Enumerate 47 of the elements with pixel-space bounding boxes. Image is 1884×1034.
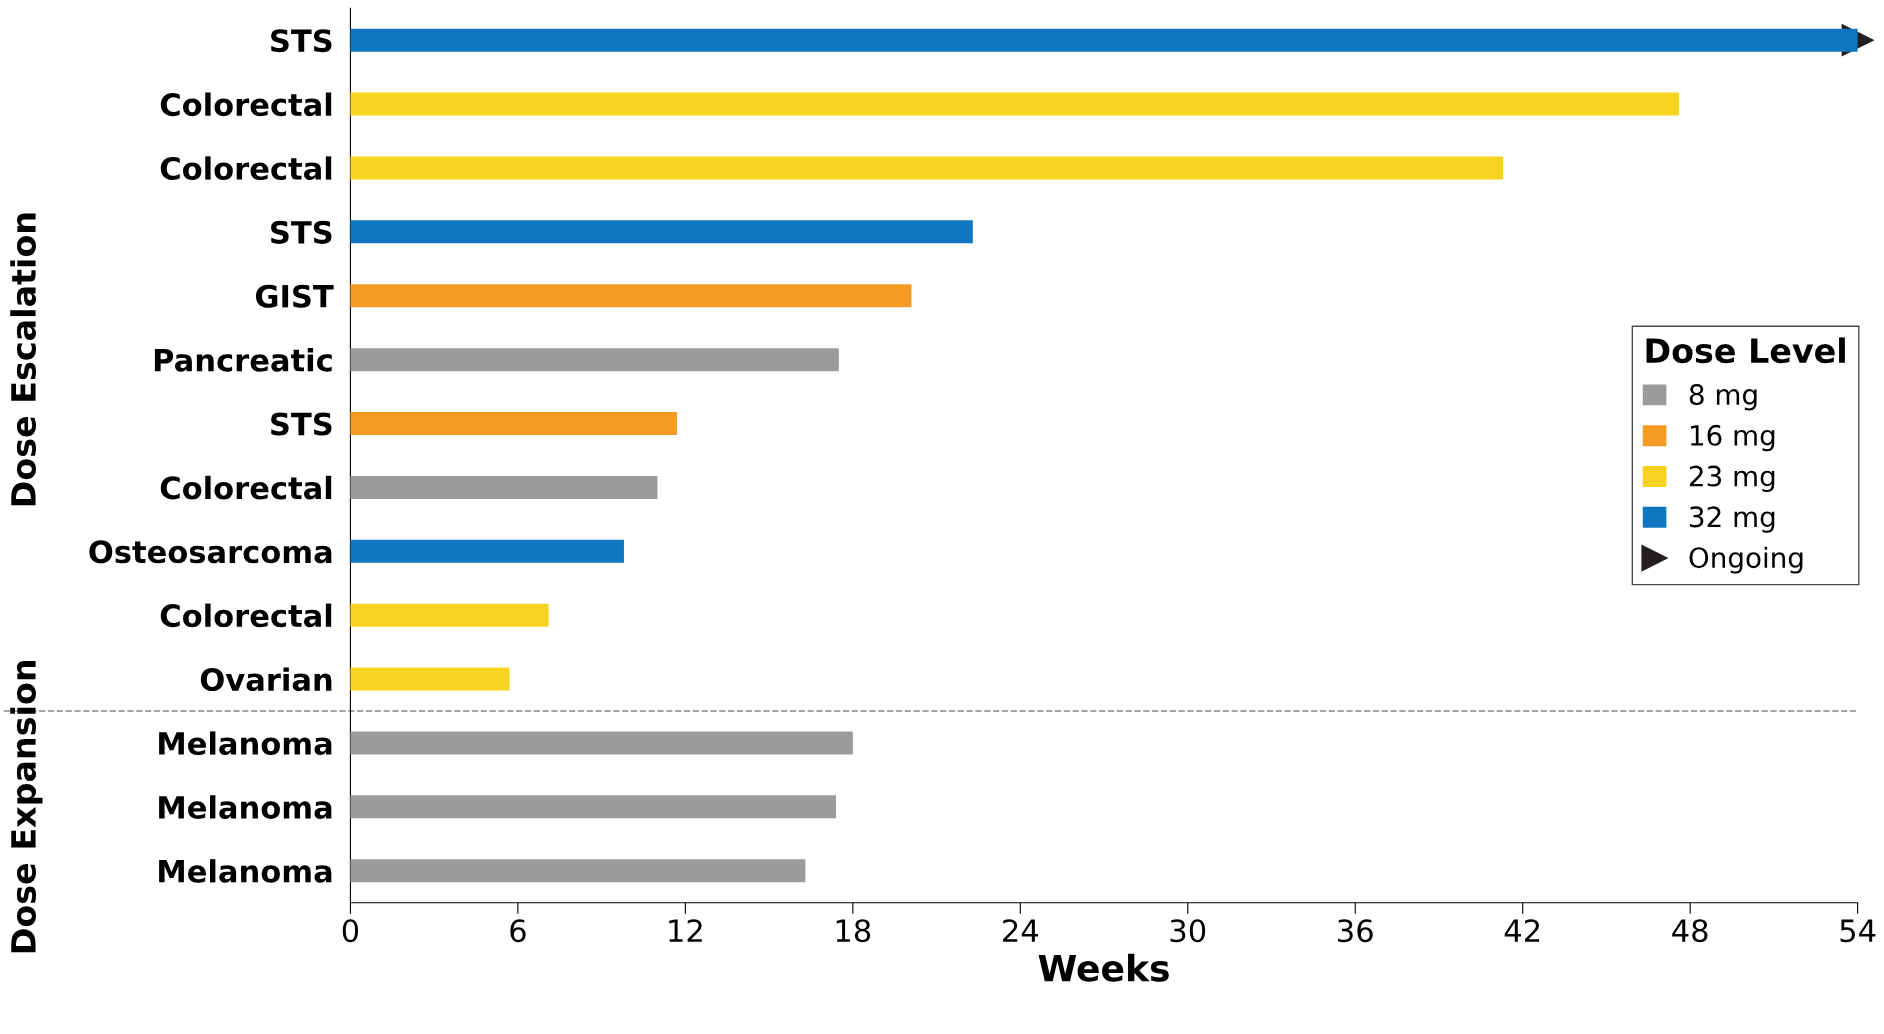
bar [350, 28, 1858, 52]
legend-label: 8 mg [1689, 384, 1757, 411]
y-tick-label: STS [271, 412, 332, 436]
bar [350, 284, 912, 308]
bar [350, 731, 853, 755]
legend-label: 16 mg [1690, 424, 1775, 452]
x-tick-label: 54 [1840, 919, 1876, 943]
bar [350, 539, 624, 563]
legend-label: 23 mg [1689, 465, 1775, 492]
y-tick-label: Colorectal [160, 475, 332, 500]
y-tick-label: Colorectal [160, 92, 332, 117]
text: Dose Escalation [10, 213, 37, 506]
x-tick-label: 36 [1338, 919, 1373, 943]
y-tick-label: Colorectal [160, 603, 332, 628]
y-tick-label: STS [271, 220, 332, 244]
x-tick-label: 30 [1170, 919, 1206, 943]
bar [350, 795, 837, 819]
bar [350, 156, 1504, 180]
y-tick-label: Pancreatic [154, 348, 332, 372]
bar [350, 475, 658, 499]
x-tick-label: 48 [1672, 919, 1708, 943]
bar [350, 412, 677, 436]
y-tick-label: Osteosarcoma [89, 540, 332, 564]
x-tick-label: 42 [1504, 919, 1540, 942]
y-tick-label: STS [271, 29, 332, 53]
x-tick-label: 12 [669, 919, 702, 942]
y-tick-label: Melanoma [159, 731, 332, 756]
bar [350, 667, 510, 691]
y-tick-label: Melanoma [159, 859, 332, 883]
x-axis-title: Weeks [1038, 953, 1169, 982]
legend-label: 32 mg [1690, 506, 1775, 533]
y-tick-label: Colorectal [160, 156, 332, 181]
x-tick-label: 18 [836, 919, 871, 943]
bar [350, 859, 806, 883]
bar [350, 348, 839, 372]
x-tick-label: 6 [510, 919, 526, 943]
y-tick-label: Ovarian [200, 667, 332, 692]
legend-title: Dose Level [1646, 337, 1845, 364]
text: Dose Expansion [10, 661, 43, 953]
legend-label: Ongoing [1689, 546, 1803, 574]
bar [350, 92, 1679, 116]
bar [350, 220, 973, 244]
y-tick-label: GIST [255, 284, 334, 308]
y-tick-label: Melanoma [159, 795, 332, 819]
x-tick-label: 24 [1003, 919, 1039, 942]
x-tick-label: 0 [342, 919, 359, 943]
bar [350, 603, 549, 627]
